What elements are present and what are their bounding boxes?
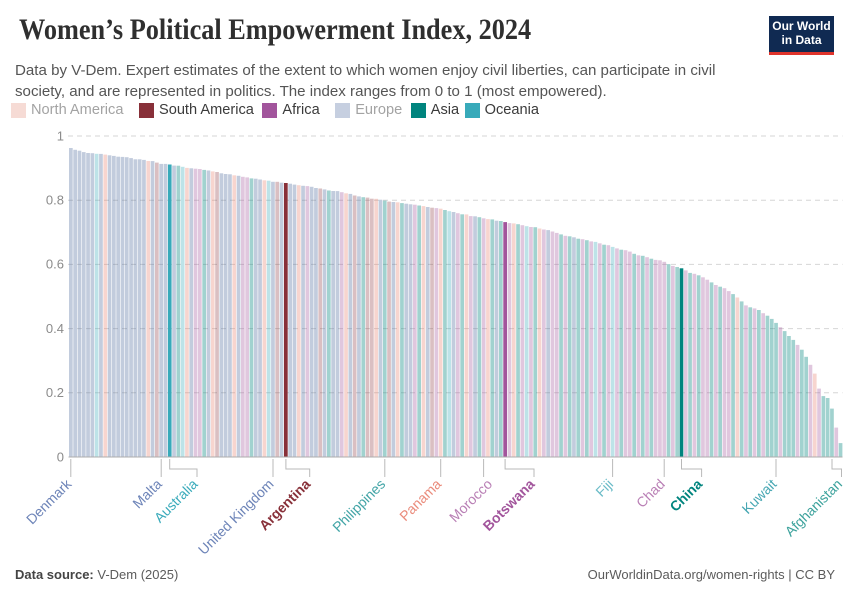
svg-text:Philippines: Philippines <box>329 476 388 535</box>
svg-text:Afghanistan: Afghanistan <box>782 476 846 540</box>
svg-text:Denmark: Denmark <box>23 475 75 527</box>
svg-text:Kuwait: Kuwait <box>739 476 780 517</box>
svg-text:0.2: 0.2 <box>46 385 64 400</box>
svg-text:0.6: 0.6 <box>46 257 64 272</box>
svg-text:0.8: 0.8 <box>46 193 64 208</box>
svg-text:Panama: Panama <box>396 476 444 524</box>
svg-text:0: 0 <box>57 449 64 464</box>
svg-text:0.4: 0.4 <box>46 321 64 336</box>
svg-text:Fiji: Fiji <box>592 476 616 500</box>
svg-text:Chad: Chad <box>633 476 668 511</box>
svg-text:1: 1 <box>57 128 64 143</box>
svg-text:China: China <box>666 476 705 515</box>
